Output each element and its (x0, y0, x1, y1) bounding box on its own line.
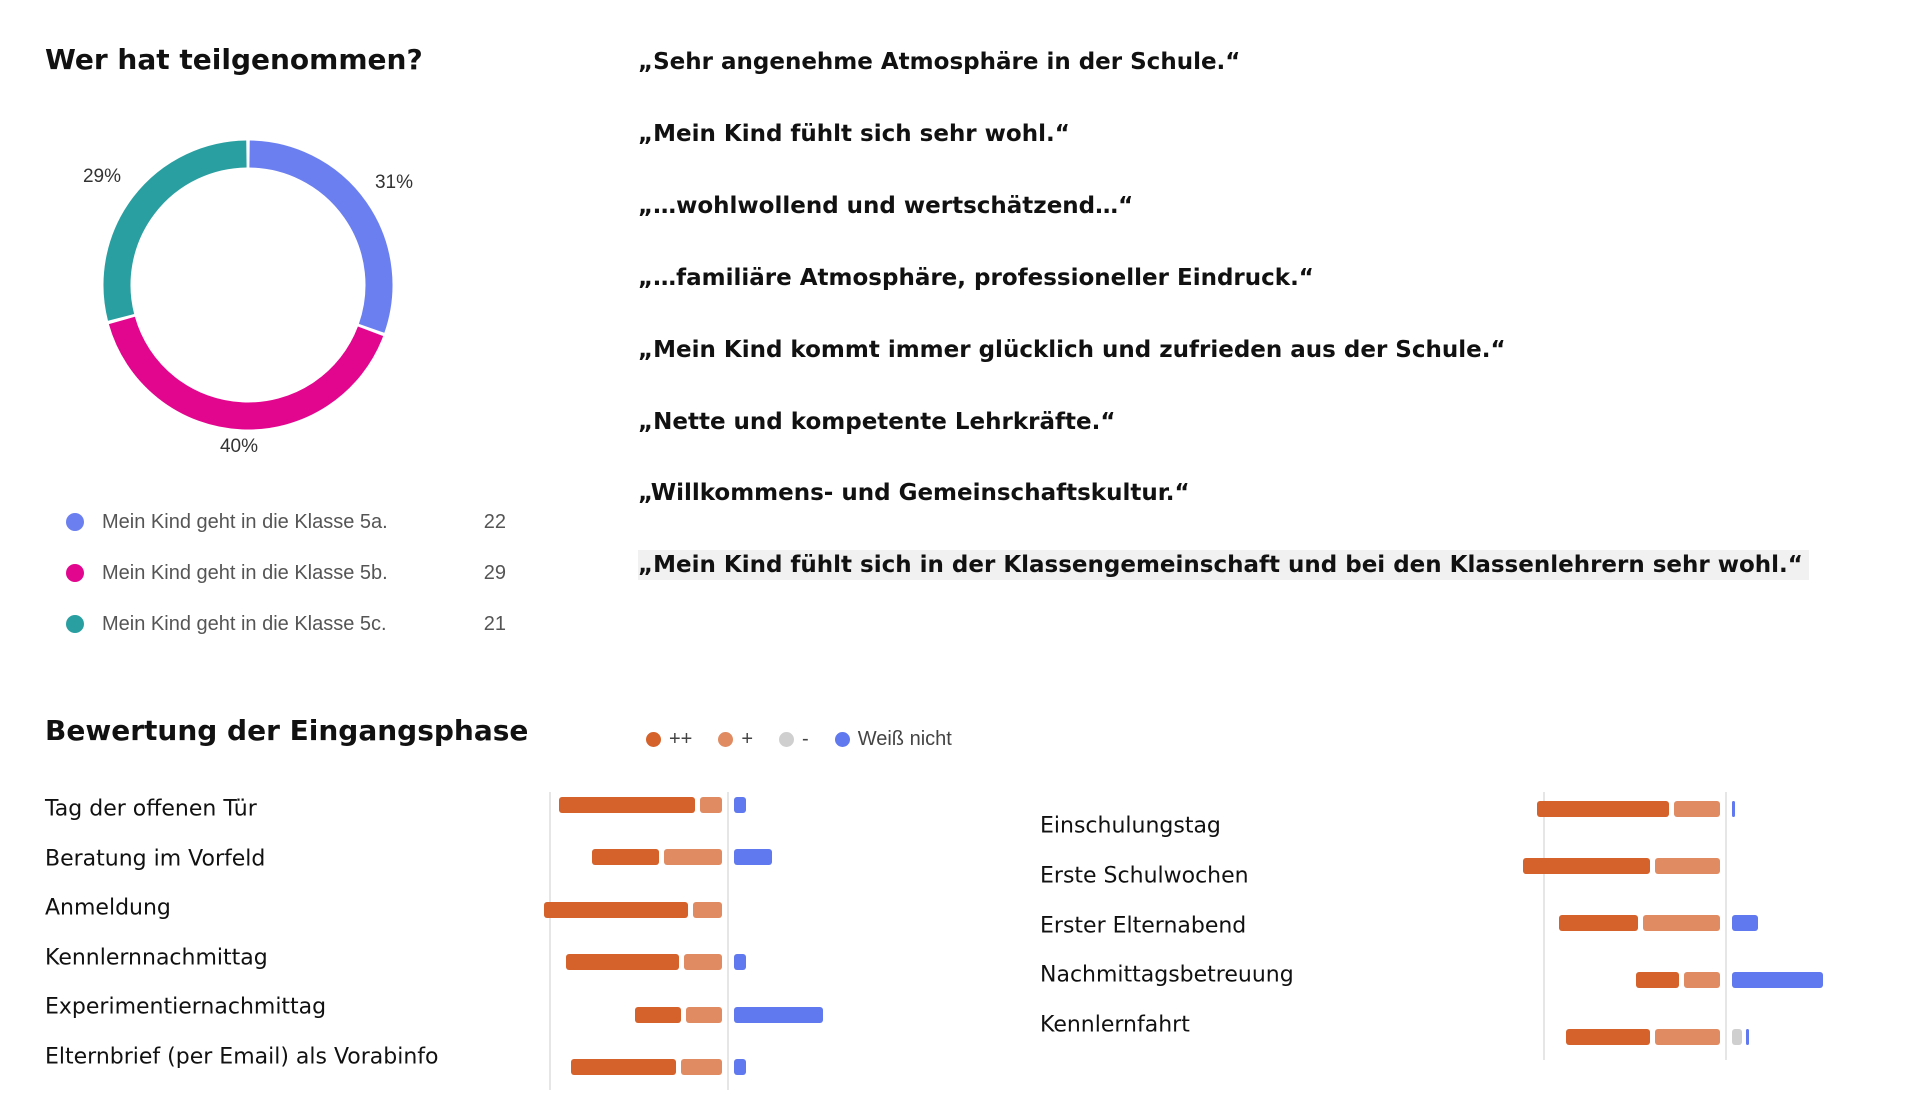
quote: „Nette und kompetente Lehrkräfte.“ (638, 408, 1116, 435)
donut-slice (108, 316, 384, 430)
legend-label: Mein Kind geht in die Klasse 5c. (102, 612, 387, 635)
rating-legend-item: - (779, 728, 809, 751)
legend-item: Mein Kind geht in die Klasse 5b. 29 (66, 558, 506, 588)
bar-plus-plus (1635, 972, 1679, 988)
legend-dot-icon (834, 732, 850, 747)
participation-title: Wer hat teilgenommen? (45, 43, 423, 76)
bar-plus (681, 1059, 722, 1075)
bar-plus-plus (1537, 801, 1670, 817)
rating-legend-label: + (741, 728, 754, 750)
quote: „Willkommens- und Gemeinschaftskultur.“ (638, 480, 1190, 507)
legend-item: Mein Kind geht in die Klasse 5c. 21 (66, 609, 506, 639)
bar-weiss-nicht (734, 797, 746, 813)
quote: „Mein Kind fühlt sich sehr wohl.“ (638, 120, 1070, 147)
chart-zero-axis (1725, 792, 1727, 1060)
bar-plus (1655, 858, 1720, 874)
category-label: Erster Elternabend (1040, 913, 1247, 939)
bar-plus-plus (558, 797, 696, 813)
bar-plus (683, 954, 722, 971)
donut-percent-label: 29% (82, 166, 122, 187)
rating-legend: ++ + - Weiß nicht (646, 728, 968, 751)
bar-weiss-nicht (734, 1059, 746, 1075)
category-label: Kennlernnachmittag (45, 945, 268, 971)
quote: „Mein Kind fühlt sich in der Klassengeme… (638, 550, 1809, 581)
rating-title: Bewertung der Eingangsphase (45, 714, 529, 747)
bar-weiss-nicht (1732, 801, 1735, 817)
rating-legend-item: ++ (646, 728, 692, 751)
donut-slice (103, 140, 247, 321)
quote: „…wohlwollend und wertschätzend…“ (638, 192, 1134, 219)
bar-plus (1674, 801, 1720, 817)
legend-dot-icon (779, 732, 795, 747)
bar-plus (1684, 972, 1720, 988)
quote: „Sehr angenehme Atmosphäre in der Schule… (638, 49, 1241, 75)
bar-plus (700, 797, 722, 813)
category-label: Erste Schulwochen (1040, 863, 1249, 889)
bar-plus-plus (592, 849, 660, 866)
legend-item: Mein Kind geht in die Klasse 5a. 22 (66, 507, 506, 537)
bar-plus-plus (635, 1006, 681, 1023)
category-label: Nachmittagsbetreuung (1040, 962, 1294, 988)
legend-count: 22 (483, 510, 506, 533)
chart-left-border (549, 792, 551, 1090)
bar-plus (1655, 1029, 1720, 1045)
legend-dot-icon (66, 615, 84, 633)
bar-weiss-nicht (734, 1006, 823, 1023)
bar-plus-plus (544, 901, 689, 918)
donut-chart (103, 140, 393, 430)
legend-count: 29 (483, 561, 506, 584)
bar-plus-plus (1523, 858, 1651, 874)
category-label: Experimentiernachmittag (45, 994, 327, 1020)
category-label: Tag der offenen Tür (45, 796, 257, 822)
bar-plus-plus (1566, 1029, 1651, 1045)
category-label: Elternbrief (per Email) als Vorabinfo (45, 1044, 439, 1070)
category-label: Beratung im Vorfeld (45, 846, 266, 872)
legend-dot-icon (66, 513, 84, 531)
donut-percent-label: 40% (219, 436, 259, 457)
bar-weiss-nicht (734, 849, 773, 866)
donut-percent-label: 31% (374, 172, 414, 193)
bar-minus (1732, 1029, 1742, 1045)
bar-weiss-nicht (1732, 972, 1824, 988)
category-label: Kennlernfahrt (1040, 1012, 1190, 1038)
category-label: Anmeldung (45, 895, 171, 921)
bar-plus (1643, 915, 1720, 931)
rating-legend-item: Weiß nicht (834, 728, 952, 751)
rating-legend-item: + (718, 728, 753, 751)
quote: „…familiäre Atmosphäre, professioneller … (638, 264, 1314, 291)
rating-legend-label: - (802, 728, 809, 750)
bar-plus-plus (570, 1059, 677, 1075)
bar-plus (693, 901, 722, 918)
rating-legend-label: ++ (669, 728, 693, 750)
legend-label: Mein Kind geht in die Klasse 5a. (102, 510, 388, 533)
bar-weiss-nicht (734, 954, 746, 971)
legend-dot-icon (66, 564, 84, 582)
bar-weiss-nicht (1732, 915, 1759, 931)
quote: „Mein Kind kommt immer glücklich und zuf… (638, 336, 1506, 363)
bar-plus-plus (1559, 915, 1639, 931)
bar-plus-plus (565, 954, 679, 971)
legend-label: Mein Kind geht in die Klasse 5b. (102, 561, 388, 584)
rating-legend-label: Weiß nicht (857, 728, 952, 750)
bar-plus (664, 849, 722, 866)
legend-count: 21 (483, 612, 506, 635)
category-label: Einschulungstag (1040, 813, 1221, 839)
bar-weiss-nicht (1745, 1029, 1749, 1045)
legend-dot-icon (718, 732, 734, 747)
legend-dot-icon (646, 732, 661, 747)
donut-slice (249, 140, 393, 333)
bar-plus (686, 1006, 722, 1023)
chart-zero-axis (727, 792, 729, 1090)
chart-left-border (1543, 792, 1545, 1060)
